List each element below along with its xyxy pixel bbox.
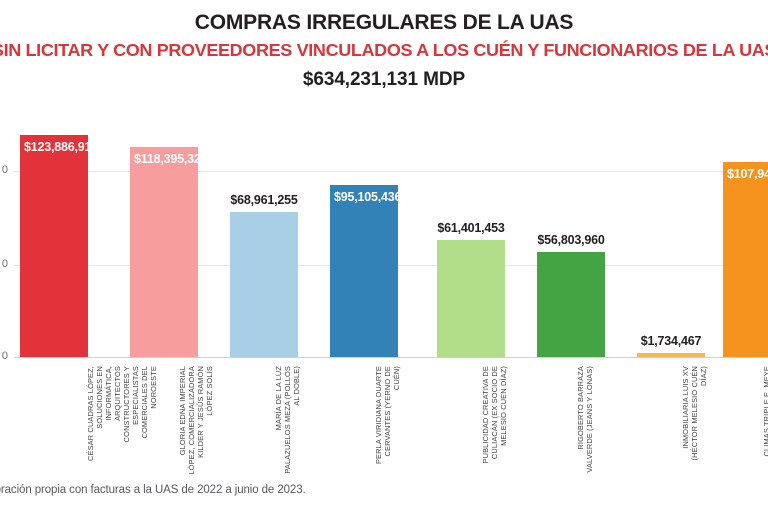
bar-value-label: $61,401,453 xyxy=(437,221,505,235)
chart-header: COMPRAS IRREGULARES DE LA UAS SIN LICITA… xyxy=(0,0,768,91)
y-axis-tick-label: 0 xyxy=(1,350,8,362)
category-label-line: ESPECIALISTAS xyxy=(131,366,140,425)
category-label-line: RIGOBERTO BARRAZA xyxy=(576,366,585,450)
chart-total-amount: $634,231,131 MDP xyxy=(302,69,466,90)
bar[interactable]: $95,105,436 xyxy=(330,185,402,357)
category-label: GLORIA EDNA IMPERIAL LÓPEZ, COMERCIALIZAD… xyxy=(178,366,214,475)
category-label-line: CONSTRUCTORES Y xyxy=(122,366,131,443)
bar-value-label: $1,734,467 xyxy=(640,334,702,348)
category-label-line: ARQUITECTOS xyxy=(113,366,122,421)
category-label-line: CÉSAR CUADRAS LÓPEZ, xyxy=(86,366,95,461)
source-note-text: aboración propia con facturas a la UAS d… xyxy=(0,484,306,496)
category-label-line: CULIACÁN (EX SOCIO DE xyxy=(489,366,499,460)
category-label-line: COMERCIALES DEL xyxy=(140,366,149,439)
category-label-line: MELESIO CUEN DÍAZ) xyxy=(498,366,508,446)
bar[interactable]: $56,803,960 xyxy=(537,233,605,357)
plot-area: 0 0 0 $123,886,915 $118,395,324 $68,961,255 $… xyxy=(0,120,768,365)
bar-value-label: $118,395,324 xyxy=(134,152,208,166)
category-label-line: PALAZUELOS MEZA (POLLOS xyxy=(282,366,292,474)
category-label: MARÍA DE LA LUZ PALAZUELOS MEZA (POLLOS AL… xyxy=(274,366,301,474)
category-label-line: CERVANTES (YERNO DE xyxy=(382,366,392,457)
bar[interactable]: $118,395,324 xyxy=(130,147,208,357)
category-label-line: (HÉCTOR MELESIO CUÉN xyxy=(689,366,699,461)
bar-value-label: $107,94 xyxy=(727,167,768,181)
bar-value-label: $123,886,915 xyxy=(24,140,99,154)
category-label-line: INMOBILIARIA LUIS XV xyxy=(680,366,690,449)
category-label-line: LÓPEZ SOLÍS xyxy=(205,366,214,416)
bar[interactable]: $61,401,453 xyxy=(437,221,505,357)
bar-value-label: $95,105,436 xyxy=(334,190,402,204)
chart-title: COMPRAS IRREGULARES DE LA UAS xyxy=(194,11,574,34)
category-label-line: KILDER Y JESÚS RAMÓN xyxy=(196,366,205,458)
y-axis-tick-label: 0 xyxy=(1,258,8,270)
category-label: RIGOBERTO BARRAZA VALVERDE (JEANS Y LONAS… xyxy=(576,366,594,473)
chart-subtitle: SIN LICITAR Y CON PROVEEDORES VINCULADOS… xyxy=(0,40,768,60)
category-label: CLIMAS TRIPLE E, MEYECLIMAS Y DYVENR AIR… xyxy=(762,366,768,460)
category-label-line: CUÉN) xyxy=(391,366,401,391)
axis-baseline xyxy=(14,357,768,358)
gridline xyxy=(14,171,768,172)
category-label-line: GLORIA EDNA IMPERIAL xyxy=(178,366,187,456)
bar-value-label: $68,961,255 xyxy=(230,193,298,207)
category-label: PERLA VIRIDIANA DUARTE CERVANTES (YERNO D… xyxy=(374,366,401,464)
source-note: aboración propia con facturas a la UAS d… xyxy=(0,484,768,496)
category-label-line: LÓPEZ, COMERCIALIZADORA xyxy=(187,366,196,475)
category-label-line: DÍAZ) xyxy=(698,366,708,387)
category-label-line: INFORMÁTICA, xyxy=(104,366,113,421)
bar[interactable]: $123,886,915 xyxy=(20,135,98,357)
bar[interactable]: $1,734,467 xyxy=(637,334,705,357)
bar[interactable]: $68,961,255 xyxy=(230,193,298,357)
category-label: PUBLICIDAD CREATIVA DE CULIACÁN (EX SOCIO… xyxy=(481,366,508,463)
category-label-line: SOLUCIONES EN xyxy=(95,366,104,429)
category-label-line: VALVERDE (JEANS Y LONAS) xyxy=(585,366,594,473)
x-axis-category-labels: CÉSAR CUADRAS LÓPEZ, SOLUCIONES EN INFORMÁ… xyxy=(0,366,768,476)
category-label: INMOBILIARIA LUIS XV (HÉCTOR MELESIO CUÉN… xyxy=(681,366,708,460)
category-label-line: CLIMAS TRIPLE E, MEYE xyxy=(762,366,768,457)
bar-value-label: $56,803,960 xyxy=(537,233,605,247)
category-label-line: NOROESTE xyxy=(149,366,158,409)
category-label-line: PUBLICIDAD CREATIVA DE xyxy=(480,366,490,464)
bar[interactable]: $107,94 xyxy=(723,162,768,357)
category-label-line: PERLA VIRIDIANA DUARTE xyxy=(373,366,383,465)
category-label-line: MARÍA DE LA LUZ xyxy=(273,366,283,431)
category-label: CÉSAR CUADRAS LÓPEZ, SOLUCIONES EN INFORMÁ… xyxy=(86,366,158,461)
y-axis-tick-label: 0 xyxy=(1,164,8,176)
category-label-line: AL DOBLE) xyxy=(291,366,301,406)
